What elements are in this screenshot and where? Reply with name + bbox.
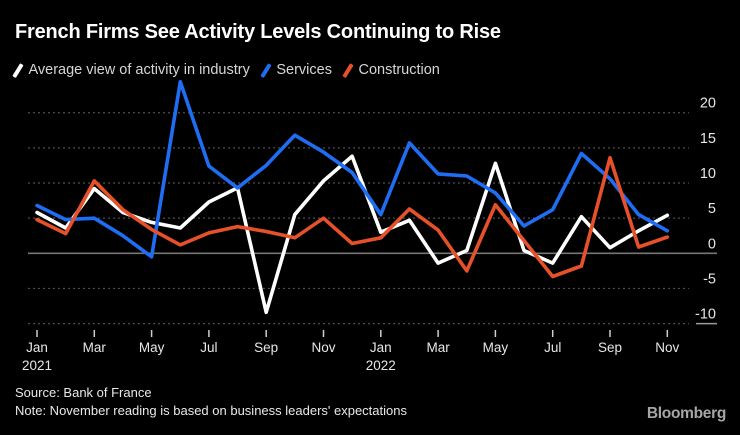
note-text: Note: November reading is based on busin… <box>15 403 407 418</box>
x-axis-label: Jan <box>370 340 392 355</box>
x-axis-year-label: 2021 <box>22 358 52 373</box>
legend-label-industry: Average view of activity in industry <box>28 62 250 78</box>
x-axis-label: May <box>139 340 165 355</box>
x-axis-year-label: 2022 <box>366 358 396 373</box>
chart-title: French Firms See Activity Levels Continu… <box>15 21 501 43</box>
source-text: Source: Bank of France <box>15 385 152 400</box>
series-line-industry <box>35 154 670 315</box>
y-axis-label: -10 <box>695 307 716 323</box>
legend-item-services: Services <box>260 62 332 78</box>
chart-legend: Average view of activity in industry Ser… <box>12 62 454 78</box>
y-axis-label: -5 <box>703 271 716 287</box>
y-axis-label: 15 <box>700 131 716 147</box>
y-axis-label: 20 <box>700 96 716 112</box>
x-axis-label: Mar <box>83 340 107 355</box>
x-axis-label: Jul <box>544 340 561 355</box>
x-axis-label: May <box>483 340 509 355</box>
legend-label-construction: Construction <box>358 62 440 78</box>
y-axis-label: 0 <box>708 236 716 252</box>
legend-item-industry: Average view of activity in industry <box>12 62 250 78</box>
bloomberg-logo: Bloomberg <box>646 405 726 422</box>
x-axis-label: Sep <box>254 340 278 355</box>
series-line-construction <box>35 155 670 279</box>
y-axis-label: 5 <box>708 201 716 217</box>
y-axis-label: 10 <box>700 166 716 182</box>
x-axis-label: Mar <box>426 340 450 355</box>
series-line-services <box>35 80 670 259</box>
legend-label-services: Services <box>276 62 332 78</box>
x-axis-label: Nov <box>311 340 335 355</box>
legend-item-construction: Construction <box>342 62 440 78</box>
x-axis-label: Jan <box>26 340 48 355</box>
x-axis-label: Sep <box>598 340 622 355</box>
x-axis-label: Nov <box>655 340 679 355</box>
x-axis-label: Jul <box>200 340 217 355</box>
